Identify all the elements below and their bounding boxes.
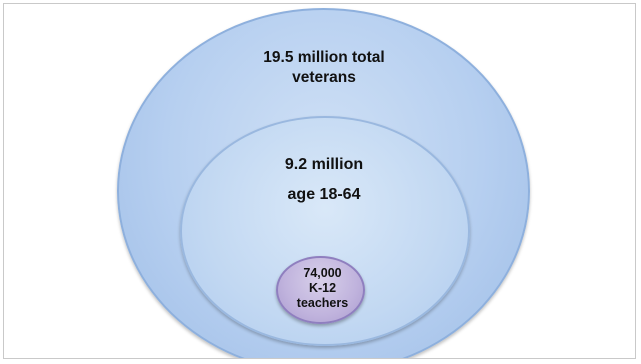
diagram-frame: 19.5 million total veterans 9.2 million … — [3, 3, 636, 359]
teachers-label-line2: K-12 — [308, 281, 337, 295]
total-veterans-label-line2: veterans — [292, 69, 356, 86]
teachers-ellipse — [276, 256, 365, 324]
total-veterans-label-line1: 19.5 million total — [263, 49, 385, 66]
teachers-label: 74,000 K-12 teachers — [276, 266, 369, 311]
working-age-range-label: age 18-64 — [287, 186, 361, 203]
teachers-label-line1: 74,000 — [303, 266, 342, 280]
total-veterans-label: 19.5 million total veterans — [204, 48, 444, 88]
teachers-label-line3: teachers — [296, 296, 349, 310]
working-age-count-label: 9.2 million — [284, 156, 364, 173]
